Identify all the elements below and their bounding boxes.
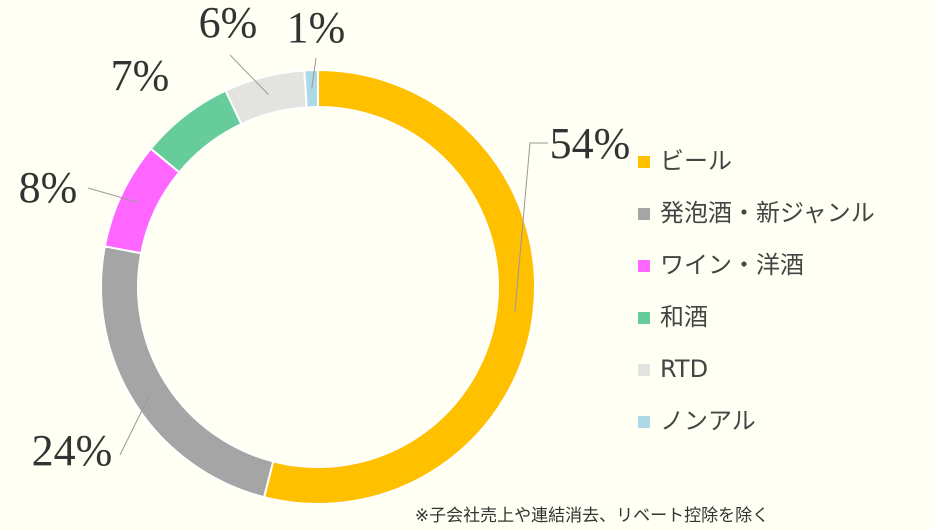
donut-slice bbox=[149, 89, 243, 174]
leader-line bbox=[119, 393, 151, 456]
legend-label: RTD bbox=[660, 355, 708, 383]
donut-slice bbox=[262, 68, 536, 505]
note: ※子会社売上や連結消去、リベート控除を除く bbox=[415, 506, 769, 526]
data-label: 6% bbox=[199, 0, 258, 47]
legend-label: ノンアル bbox=[660, 407, 756, 435]
donut-slice bbox=[303, 68, 319, 109]
donut-slice bbox=[224, 69, 308, 126]
legend-swatch bbox=[638, 364, 650, 376]
legend-swatch bbox=[638, 260, 650, 272]
legend-label: ワイン・洋酒 bbox=[660, 251, 804, 279]
data-label: 24% bbox=[32, 426, 113, 475]
legend-label: 和酒 bbox=[660, 303, 708, 331]
donut-slice bbox=[100, 245, 275, 499]
legend-swatch bbox=[638, 208, 650, 220]
leader-line bbox=[514, 142, 548, 312]
data-label: 7% bbox=[111, 51, 170, 100]
data-label: 54% bbox=[550, 119, 631, 168]
donut-slice bbox=[103, 147, 181, 255]
leader-line bbox=[87, 187, 139, 203]
legend-label: 発泡酒・新ジャンル bbox=[660, 199, 875, 227]
leader-line bbox=[311, 57, 317, 89]
leader-line bbox=[229, 54, 269, 96]
legend-swatch bbox=[638, 156, 650, 168]
data-label: 1% bbox=[287, 3, 346, 52]
legend-swatch bbox=[638, 312, 650, 324]
legend-label: ビール bbox=[660, 147, 732, 175]
data-label: 8% bbox=[19, 163, 78, 212]
legend-swatch bbox=[638, 416, 650, 428]
